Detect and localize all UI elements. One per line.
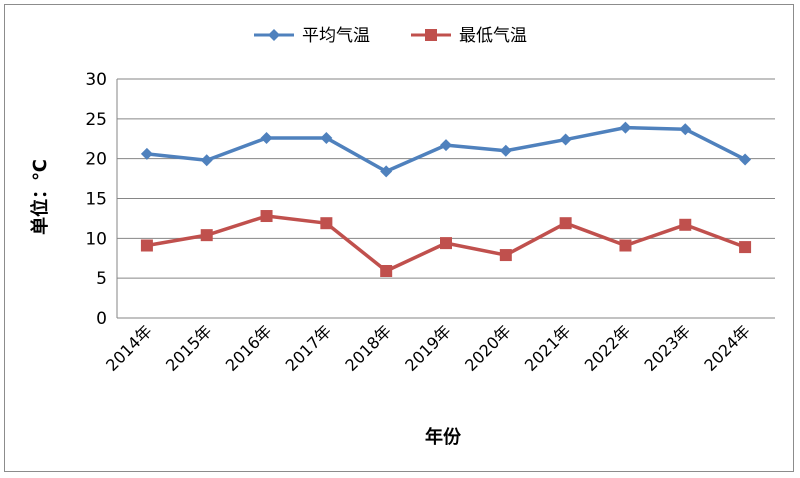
x-tick-label: 2019年 bbox=[401, 321, 455, 375]
data-point bbox=[320, 131, 333, 144]
x-axis-title: 年份 bbox=[425, 426, 462, 448]
x-tick-label: 2014年 bbox=[102, 321, 156, 375]
y-tick-label: 5 bbox=[96, 269, 107, 289]
x-tick-label: 2018年 bbox=[341, 321, 395, 375]
x-axis-ticks: 2014年 2015年 2016年 2017年 2018年 2019年 2020年 2021年… bbox=[102, 321, 754, 375]
legend-item-avg: 平均气温 bbox=[254, 26, 370, 46]
legend-item-min: 最低气温 bbox=[411, 26, 527, 46]
data-point bbox=[619, 239, 632, 252]
x-tick-label: 2021年 bbox=[521, 321, 575, 375]
x-tick-label: 2022年 bbox=[581, 321, 635, 375]
legend-marker-square bbox=[425, 29, 437, 41]
series-lines bbox=[140, 121, 752, 277]
data-point bbox=[499, 249, 512, 262]
data-point bbox=[260, 131, 273, 144]
gridlines bbox=[116, 78, 775, 319]
y-tick-label: 20 bbox=[85, 150, 107, 170]
x-tick-label: 2017年 bbox=[282, 321, 336, 375]
y-tick-label: 15 bbox=[85, 190, 107, 210]
series-0 bbox=[140, 121, 752, 178]
data-point bbox=[200, 154, 213, 167]
data-point bbox=[739, 153, 752, 166]
data-point bbox=[440, 237, 452, 250]
data-point bbox=[380, 264, 393, 277]
data-point bbox=[320, 217, 333, 230]
data-point bbox=[559, 217, 572, 230]
legend: 平均气温 最低气温 bbox=[254, 26, 527, 46]
x-tick-label: 2016年 bbox=[222, 321, 276, 375]
x-tick-label: 2024年 bbox=[700, 321, 754, 375]
y-axis-ticks: 0 5 10 15 20 25 30 bbox=[85, 70, 107, 329]
y-axis-title: 单位：℃ bbox=[29, 159, 51, 235]
data-point bbox=[679, 123, 692, 136]
data-point bbox=[739, 241, 752, 254]
data-point bbox=[260, 210, 273, 223]
x-tick-label: 2023年 bbox=[641, 321, 695, 375]
data-point bbox=[619, 121, 632, 134]
data-point bbox=[380, 165, 393, 178]
data-point bbox=[140, 147, 153, 160]
data-point bbox=[200, 229, 213, 242]
data-point bbox=[140, 239, 153, 252]
y-tick-label: 30 bbox=[85, 70, 107, 90]
x-tick-label: 2015年 bbox=[162, 321, 216, 375]
data-point bbox=[499, 144, 512, 157]
series-1 bbox=[140, 210, 752, 277]
data-point bbox=[679, 218, 692, 231]
y-tick-label: 10 bbox=[85, 229, 107, 249]
legend-marker-diamond bbox=[268, 29, 280, 41]
y-tick-label: 0 bbox=[96, 309, 107, 329]
data-point bbox=[440, 139, 452, 152]
data-point bbox=[559, 133, 572, 146]
x-tick-label: 2020年 bbox=[461, 321, 515, 375]
legend-label-min: 最低气温 bbox=[459, 26, 527, 46]
y-tick-label: 25 bbox=[85, 110, 107, 130]
legend-label-avg: 平均气温 bbox=[302, 26, 370, 46]
